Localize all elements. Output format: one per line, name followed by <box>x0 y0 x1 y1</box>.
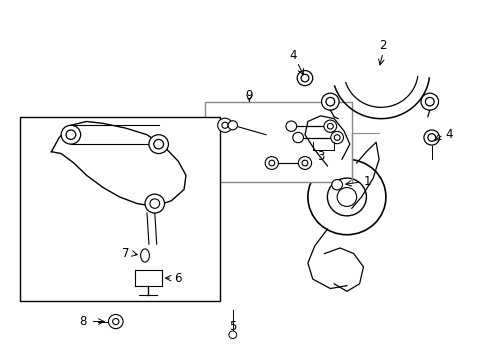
Bar <box>205 102 351 182</box>
Circle shape <box>324 120 336 132</box>
Circle shape <box>336 188 356 206</box>
Text: 7: 7 <box>122 247 129 260</box>
Circle shape <box>427 134 435 141</box>
Circle shape <box>292 132 303 143</box>
Circle shape <box>228 331 236 338</box>
Text: 9: 9 <box>245 89 253 102</box>
Circle shape <box>331 180 342 190</box>
Circle shape <box>227 121 237 130</box>
Circle shape <box>325 98 334 106</box>
Circle shape <box>327 178 366 216</box>
Circle shape <box>302 160 307 166</box>
Text: 8: 8 <box>79 315 86 328</box>
Text: 4: 4 <box>289 49 296 62</box>
Circle shape <box>327 123 332 129</box>
Text: 4: 4 <box>445 128 452 141</box>
Circle shape <box>154 139 163 149</box>
Text: 3: 3 <box>316 150 324 163</box>
Circle shape <box>264 157 278 170</box>
Circle shape <box>145 194 164 213</box>
Circle shape <box>333 135 339 140</box>
Ellipse shape <box>141 249 149 262</box>
Circle shape <box>149 135 168 154</box>
Circle shape <box>222 122 227 128</box>
Text: 6: 6 <box>174 272 182 285</box>
Circle shape <box>297 71 312 86</box>
Text: 1: 1 <box>363 175 370 188</box>
Circle shape <box>285 121 296 131</box>
Text: 5: 5 <box>229 320 236 333</box>
Circle shape <box>112 319 119 325</box>
Circle shape <box>420 93 438 110</box>
Circle shape <box>150 199 159 208</box>
Text: 2: 2 <box>379 40 386 53</box>
Circle shape <box>321 93 338 110</box>
Circle shape <box>423 130 439 145</box>
Circle shape <box>217 118 232 132</box>
Circle shape <box>298 157 311 170</box>
Circle shape <box>66 130 76 139</box>
Circle shape <box>425 98 433 106</box>
Circle shape <box>330 131 343 144</box>
Circle shape <box>108 315 123 329</box>
Bar <box>20 117 220 301</box>
Circle shape <box>61 125 81 144</box>
Circle shape <box>268 160 274 166</box>
Circle shape <box>301 74 308 82</box>
Circle shape <box>307 159 385 235</box>
